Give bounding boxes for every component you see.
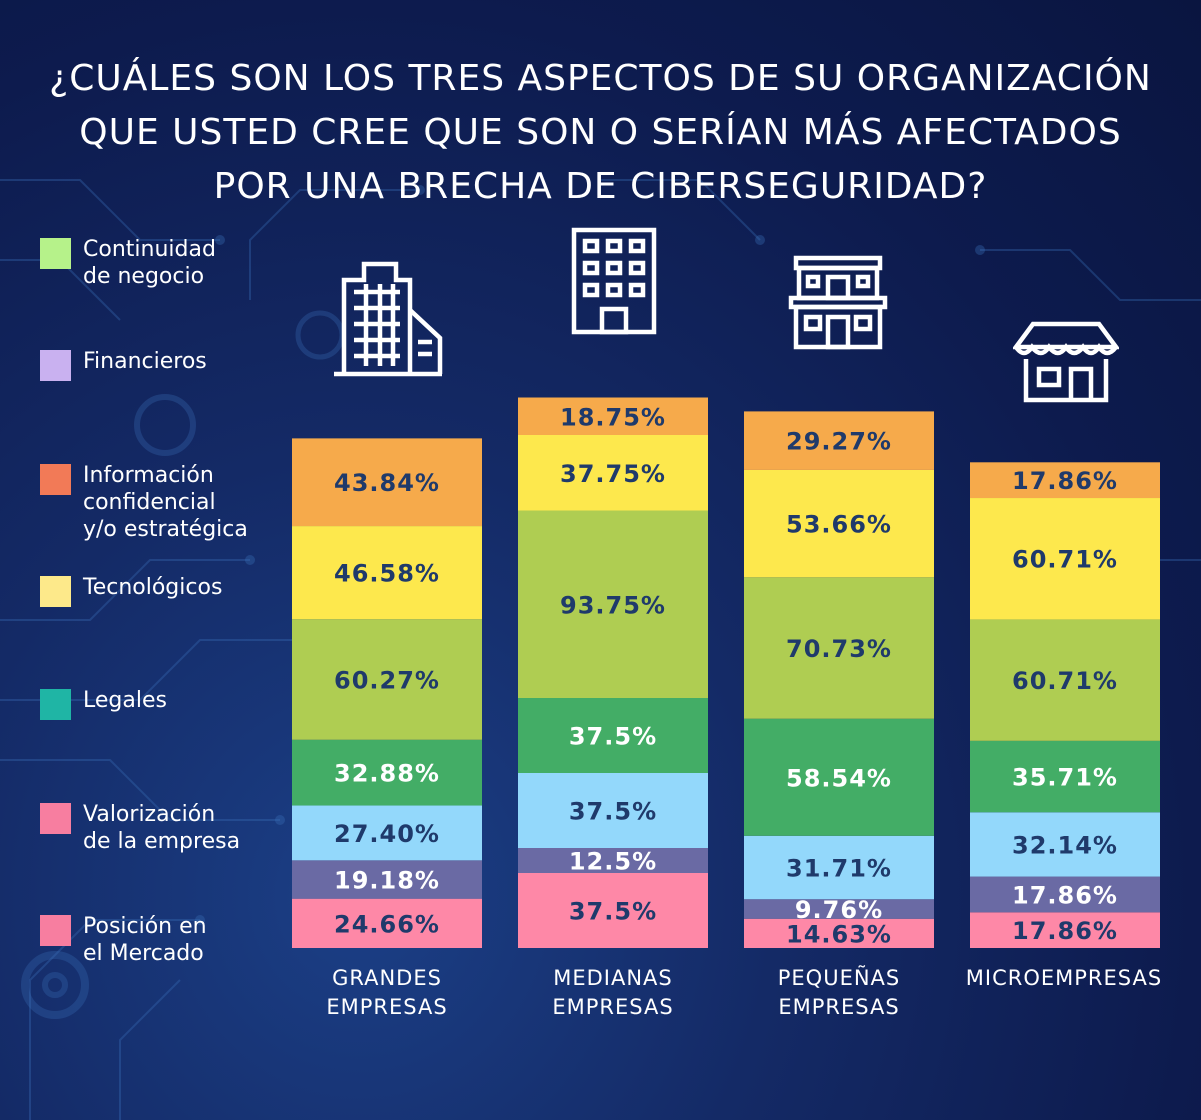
category-label-micro: MICROEMPRESAS bbox=[965, 966, 1163, 990]
bar-segment-pequenas-1 bbox=[744, 469, 934, 578]
data-label-micro-0: 17.86% bbox=[1012, 467, 1118, 495]
data-label-medianas-0: 18.75% bbox=[560, 403, 666, 431]
bar-segment-medianas-5 bbox=[518, 848, 708, 873]
data-label-grandes-1: 46.58% bbox=[334, 560, 440, 588]
legend-item-financieros: Financieros bbox=[40, 348, 207, 381]
labels-layer: 24.66% 19.18% 27.40% 32.88% 60.27% 46.58% 43.8… bbox=[334, 403, 1118, 948]
data-label-grandes-0: 43.84% bbox=[334, 469, 440, 497]
data-label-medianas-6: 37.5% bbox=[569, 898, 657, 926]
category-label-medianas: MEDIANAS EMPRESAS bbox=[552, 966, 674, 1019]
bar-segment-micro-2 bbox=[970, 619, 1160, 741]
bar-segment-micro-1 bbox=[970, 498, 1160, 620]
bar-segment-pequenas-5 bbox=[744, 899, 934, 919]
legend-swatch bbox=[40, 350, 71, 381]
data-label-medianas-5: 12.5% bbox=[569, 848, 657, 876]
data-label-micro-3: 35.71% bbox=[1012, 764, 1118, 792]
data-label-medianas-2: 93.75% bbox=[560, 591, 666, 619]
bars-layer bbox=[292, 397, 1160, 948]
shop-building-icon bbox=[788, 255, 888, 350]
bar-segment-pequenas-2 bbox=[744, 577, 934, 719]
legend-swatch bbox=[40, 576, 71, 607]
legend-swatch bbox=[40, 689, 71, 720]
data-label-grandes-2: 60.27% bbox=[334, 666, 440, 694]
bar-segment-micro-4 bbox=[970, 812, 1160, 877]
legend-item-posicion: Posición en el Mercado bbox=[40, 913, 207, 967]
bar-segment-micro-5 bbox=[970, 876, 1160, 913]
data-label-grandes-5: 19.18% bbox=[334, 867, 440, 895]
building-icon bbox=[571, 227, 657, 335]
legend-item-tecnologicos: Tecnológicos bbox=[40, 574, 222, 607]
title-line-3: POR UNA BRECHA DE CIBERSEGURIDAD? bbox=[213, 166, 988, 207]
storefront-icon bbox=[1013, 321, 1119, 403]
bar-segment-medianas-3 bbox=[518, 698, 708, 773]
bar-segment-grandes-6 bbox=[292, 898, 482, 948]
legend-label: Información confidencial y/o estratégica bbox=[83, 463, 248, 542]
data-label-pequenas-0: 29.27% bbox=[786, 428, 892, 456]
data-label-grandes-4: 27.40% bbox=[334, 820, 440, 848]
legend-swatch bbox=[40, 915, 71, 946]
bar-segment-micro-0 bbox=[970, 462, 1160, 499]
bar-segment-pequenas-4 bbox=[744, 835, 934, 900]
data-label-micro-4: 32.14% bbox=[1012, 831, 1118, 859]
chart-title: ¿CUÁLES SON LOS TRES ASPECTOS DE SU ORGA… bbox=[0, 52, 1201, 214]
bar-segment-medianas-4 bbox=[518, 773, 708, 848]
bar-segment-grandes-3 bbox=[292, 739, 482, 806]
bar-segment-medianas-2 bbox=[518, 510, 708, 698]
data-label-medianas-3: 37.5% bbox=[569, 723, 657, 751]
data-label-medianas-4: 37.5% bbox=[569, 798, 657, 826]
bar-segment-medianas-0 bbox=[518, 397, 708, 435]
office-tower-icon bbox=[334, 261, 443, 377]
bar-segment-medianas-6 bbox=[518, 873, 708, 948]
bar-segment-pequenas-0 bbox=[744, 411, 934, 470]
bar-segment-pequenas-6 bbox=[744, 918, 934, 948]
legend-label: Tecnológicos bbox=[83, 575, 223, 600]
data-label-pequenas-5: 9.76% bbox=[795, 896, 883, 924]
data-label-pequenas-1: 53.66% bbox=[786, 511, 892, 539]
legend-label: Valorización de la empresa bbox=[83, 802, 241, 854]
category-label-grandes: GRANDES EMPRESAS bbox=[326, 966, 448, 1019]
title-line-1: ¿CUÁLES SON LOS TRES ASPECTOS DE SU ORGA… bbox=[49, 58, 1152, 99]
data-label-micro-1: 60.71% bbox=[1012, 546, 1118, 574]
bar-segment-micro-6 bbox=[970, 912, 1160, 948]
legend-item-continuidad: Continuidad de negocio bbox=[40, 236, 216, 290]
bar-segment-grandes-1 bbox=[292, 526, 482, 620]
data-label-micro-6: 17.86% bbox=[1012, 917, 1118, 945]
legend-label: Continuidad de negocio bbox=[83, 237, 216, 289]
bar-segment-grandes-4 bbox=[292, 805, 482, 861]
legend-item-informacion: Información confidencial y/o estratégica bbox=[40, 462, 248, 543]
legend-label: Posición en el Mercado bbox=[83, 914, 207, 966]
data-label-grandes-3: 32.88% bbox=[334, 760, 440, 788]
data-label-medianas-1: 37.75% bbox=[560, 460, 666, 488]
data-label-grandes-6: 24.66% bbox=[334, 910, 440, 938]
bar-segment-grandes-0 bbox=[292, 438, 482, 527]
data-label-pequenas-3: 58.54% bbox=[786, 764, 892, 792]
legend-swatch bbox=[40, 464, 71, 495]
data-label-micro-2: 60.71% bbox=[1012, 667, 1118, 695]
bar-segment-grandes-5 bbox=[292, 860, 482, 899]
data-label-pequenas-4: 31.71% bbox=[786, 855, 892, 883]
legend-swatch bbox=[40, 803, 71, 834]
bar-segment-medianas-1 bbox=[518, 435, 708, 511]
data-label-pequenas-6: 14.63% bbox=[786, 920, 892, 948]
bar-segment-micro-3 bbox=[970, 740, 1160, 813]
data-label-micro-5: 17.86% bbox=[1012, 881, 1118, 909]
category-label-pequenas: PEQUEÑAS EMPRESAS bbox=[777, 966, 901, 1019]
bar-segment-pequenas-3 bbox=[744, 718, 934, 836]
bar-segment-grandes-2 bbox=[292, 619, 482, 740]
legend-label: Legales bbox=[83, 688, 167, 713]
legend-item-legales: Legales bbox=[40, 687, 167, 720]
legend-label: Financieros bbox=[83, 349, 207, 374]
legend-swatch bbox=[40, 238, 71, 269]
data-label-pequenas-2: 70.73% bbox=[786, 635, 892, 663]
title-line-2: QUE USTED CREE QUE SON O SERÍAN MÁS AFEC… bbox=[79, 112, 1122, 153]
legend-item-valorizacion: Valorización de la empresa bbox=[40, 801, 240, 855]
